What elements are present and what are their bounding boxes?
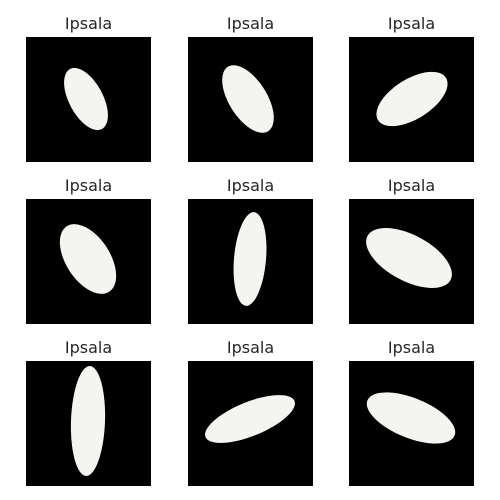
rice-grain-image	[26, 199, 151, 324]
rice-grain	[205, 395, 295, 443]
cell-title: Ipsala	[226, 176, 275, 195]
rice-grain-image	[188, 37, 313, 162]
cell-title: Ipsala	[387, 338, 436, 357]
rice-grain-image	[349, 37, 474, 162]
rice-grain	[64, 67, 108, 131]
rice-grain-image	[349, 361, 474, 486]
cell-title: Ipsala	[226, 338, 275, 357]
cell-title: Ipsala	[64, 176, 113, 195]
rice-grain	[70, 366, 106, 476]
cell-title: Ipsala	[64, 14, 113, 33]
rice-grain	[366, 392, 456, 444]
rice-grain-image	[188, 361, 313, 486]
rice-grain	[366, 228, 452, 288]
rice-grain	[376, 71, 448, 127]
cell-title: Ipsala	[387, 14, 436, 33]
rice-grain-image	[26, 361, 151, 486]
rice-grain-image	[349, 199, 474, 324]
rice-grain	[59, 224, 117, 294]
rice-grain-image	[188, 199, 313, 324]
rice-grain	[222, 65, 274, 133]
cell-title: Ipsala	[387, 176, 436, 195]
rice-grain	[233, 212, 267, 306]
rice-grain-image	[26, 37, 151, 162]
cell-title: Ipsala	[64, 338, 113, 357]
cell-title: Ipsala	[226, 14, 275, 33]
